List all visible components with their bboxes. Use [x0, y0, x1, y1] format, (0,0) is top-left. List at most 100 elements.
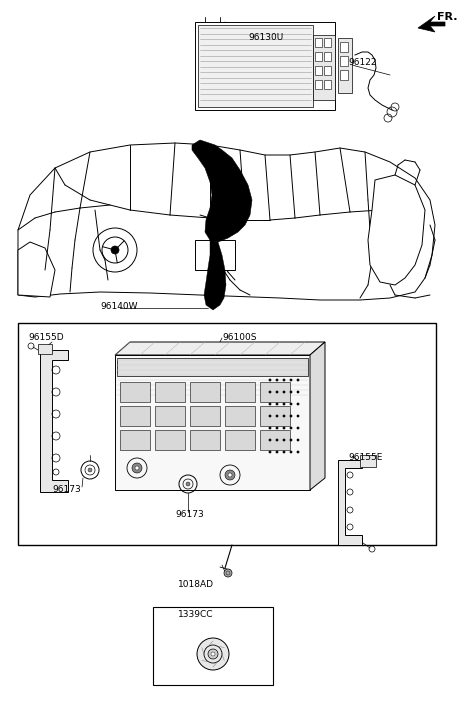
- Polygon shape: [310, 342, 325, 490]
- Bar: [120, 430, 150, 450]
- Bar: [225, 382, 255, 402]
- Circle shape: [276, 379, 278, 381]
- Circle shape: [276, 391, 278, 393]
- Circle shape: [276, 439, 278, 441]
- Bar: [117, 358, 308, 376]
- Polygon shape: [418, 16, 445, 32]
- Bar: [313, 35, 335, 100]
- Text: 1018AD: 1018AD: [178, 580, 214, 589]
- Polygon shape: [368, 175, 425, 285]
- Circle shape: [297, 451, 299, 453]
- Bar: [198, 25, 313, 107]
- Bar: [195, 240, 235, 270]
- Bar: [120, 382, 150, 402]
- Polygon shape: [204, 240, 226, 310]
- Circle shape: [269, 451, 271, 453]
- Circle shape: [225, 470, 235, 480]
- Circle shape: [269, 403, 271, 405]
- Text: 1339CC: 1339CC: [178, 610, 213, 619]
- Bar: [338, 38, 352, 93]
- Circle shape: [276, 427, 278, 429]
- Polygon shape: [40, 350, 68, 492]
- Text: 96173: 96173: [175, 510, 204, 519]
- Text: 96155E: 96155E: [348, 453, 382, 462]
- Circle shape: [297, 439, 299, 441]
- Circle shape: [283, 427, 285, 429]
- Bar: [340, 56, 348, 66]
- Bar: [340, 70, 348, 80]
- Bar: [324, 80, 331, 89]
- Circle shape: [290, 391, 292, 393]
- Circle shape: [297, 427, 299, 429]
- Circle shape: [290, 451, 292, 453]
- Circle shape: [283, 439, 285, 441]
- Circle shape: [290, 439, 292, 441]
- Bar: [195, 22, 335, 110]
- Circle shape: [283, 403, 285, 405]
- Text: FR.: FR.: [437, 12, 458, 22]
- Circle shape: [211, 652, 215, 656]
- Bar: [190, 382, 220, 402]
- Circle shape: [269, 415, 271, 417]
- Bar: [260, 382, 290, 402]
- Circle shape: [269, 391, 271, 393]
- Polygon shape: [115, 342, 325, 355]
- Bar: [315, 38, 322, 47]
- Circle shape: [186, 482, 190, 486]
- Circle shape: [111, 246, 119, 254]
- Circle shape: [269, 439, 271, 441]
- Circle shape: [224, 569, 232, 577]
- Circle shape: [228, 473, 232, 477]
- Bar: [18, 323, 436, 545]
- Bar: [315, 80, 322, 89]
- Polygon shape: [115, 355, 310, 490]
- Text: 96155D: 96155D: [28, 333, 64, 342]
- Circle shape: [197, 638, 229, 670]
- Circle shape: [297, 403, 299, 405]
- Polygon shape: [18, 143, 435, 300]
- Bar: [153, 607, 273, 685]
- Circle shape: [283, 415, 285, 417]
- Polygon shape: [338, 460, 362, 545]
- Circle shape: [297, 415, 299, 417]
- Bar: [324, 52, 331, 61]
- Circle shape: [135, 466, 139, 470]
- Bar: [260, 430, 290, 450]
- Bar: [120, 406, 150, 426]
- Bar: [155, 382, 185, 402]
- Circle shape: [276, 403, 278, 405]
- Circle shape: [290, 403, 292, 405]
- Circle shape: [297, 379, 299, 381]
- Circle shape: [276, 415, 278, 417]
- Circle shape: [290, 415, 292, 417]
- Bar: [340, 42, 348, 52]
- Circle shape: [208, 649, 218, 659]
- Bar: [324, 66, 331, 75]
- Polygon shape: [18, 242, 55, 297]
- Circle shape: [276, 451, 278, 453]
- Bar: [225, 406, 255, 426]
- Circle shape: [269, 379, 271, 381]
- Polygon shape: [192, 140, 252, 242]
- Circle shape: [132, 463, 142, 473]
- Circle shape: [290, 427, 292, 429]
- Bar: [155, 406, 185, 426]
- Circle shape: [290, 379, 292, 381]
- Bar: [324, 38, 331, 47]
- Text: 96100S: 96100S: [222, 333, 257, 342]
- Circle shape: [297, 391, 299, 393]
- Bar: [360, 455, 376, 467]
- Bar: [190, 430, 220, 450]
- Bar: [225, 430, 255, 450]
- Bar: [315, 66, 322, 75]
- Bar: [38, 344, 52, 354]
- Bar: [155, 430, 185, 450]
- Bar: [315, 52, 322, 61]
- Bar: [260, 406, 290, 426]
- Circle shape: [283, 379, 285, 381]
- Text: 96122: 96122: [348, 58, 377, 67]
- Circle shape: [283, 451, 285, 453]
- Text: 96140W: 96140W: [100, 302, 138, 311]
- Circle shape: [283, 391, 285, 393]
- Circle shape: [269, 427, 271, 429]
